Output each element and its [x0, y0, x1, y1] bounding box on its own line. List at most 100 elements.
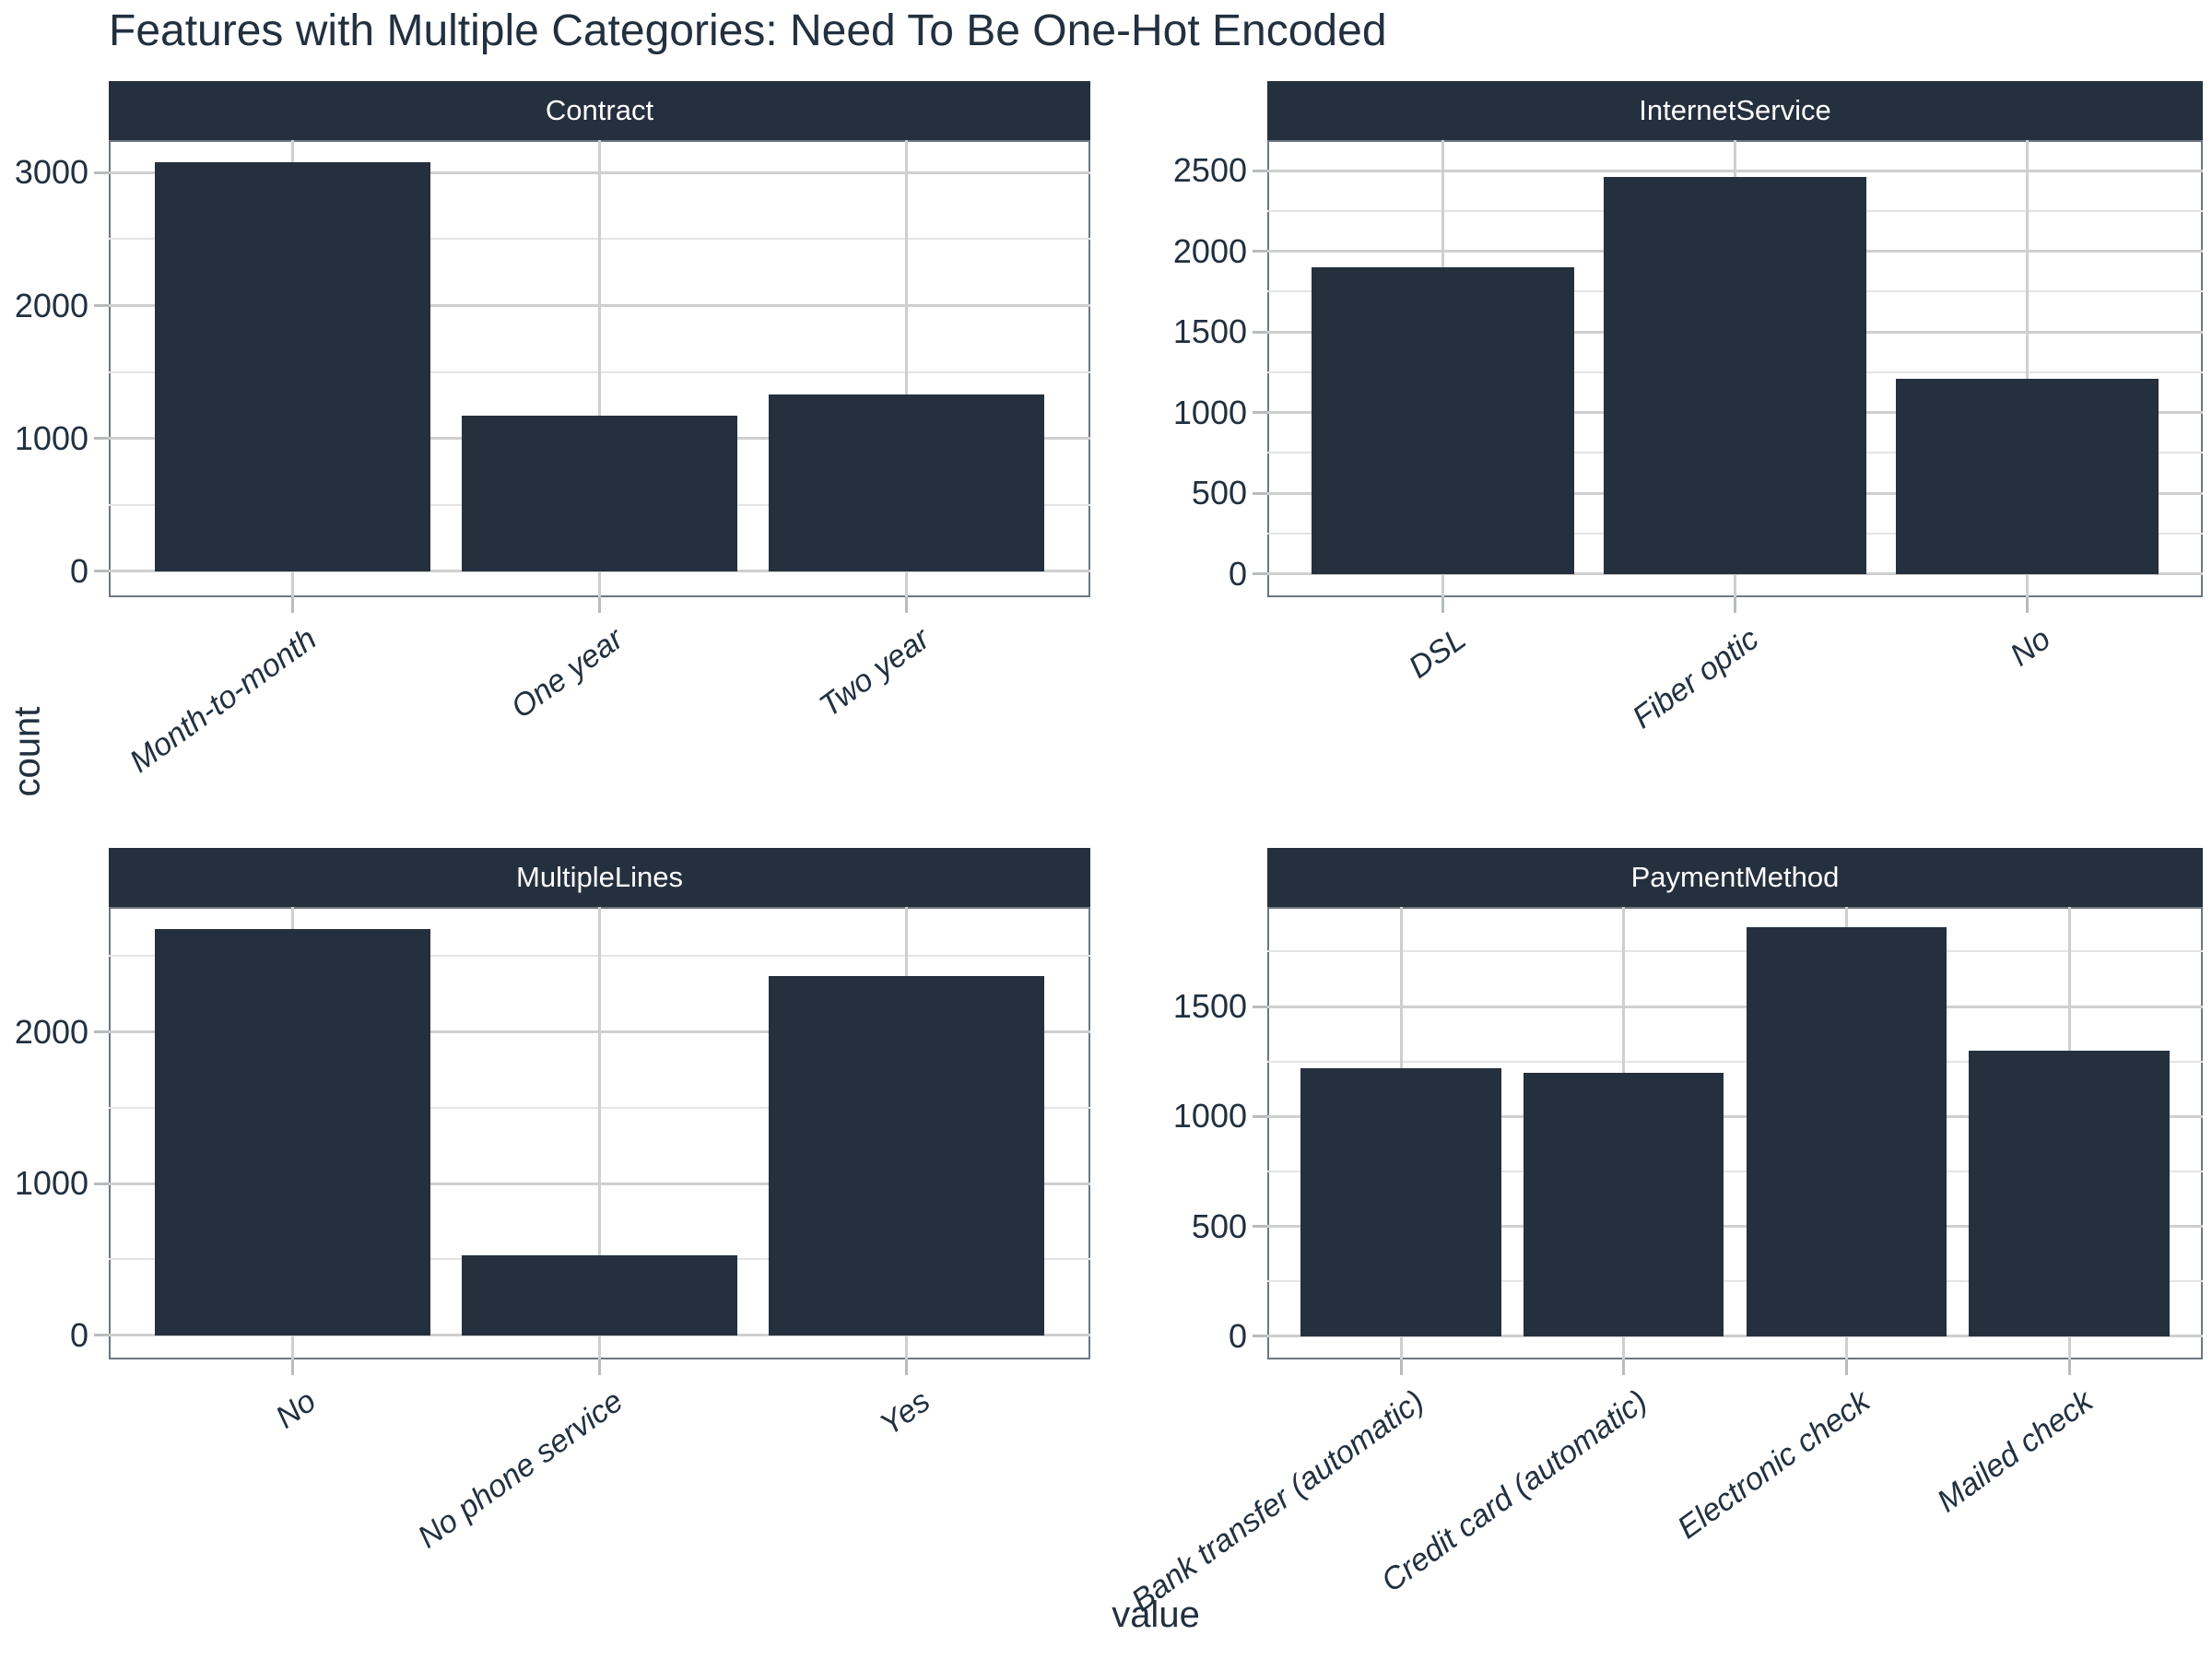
- plot-area: [109, 140, 1090, 597]
- y-tick-mark: [94, 437, 109, 441]
- bar-one-year: [461, 416, 738, 571]
- facet-panel-paymentmethod: PaymentMethod 0 500 1000 1500 Bank transfer (…: [1125, 848, 2203, 1618]
- y-tick-mark: [1253, 411, 1267, 415]
- y-tick-label: 500: [1191, 1206, 1247, 1245]
- y-tick-mark: [1253, 1225, 1267, 1229]
- bar-no: [1895, 378, 2159, 574]
- x-tick-mark: [904, 1359, 908, 1375]
- bar-two-year: [768, 394, 1045, 571]
- y-tick-label: 1000: [1172, 393, 1247, 431]
- y-tick-mark: [1253, 1005, 1267, 1008]
- x-tick-label: Electronic check: [1671, 1383, 1877, 1547]
- y-tick-label: 0: [69, 551, 88, 590]
- gridline-major: [1267, 1005, 2203, 1008]
- x-tick-label: No: [2004, 621, 2058, 674]
- facet-strip-title: Contract: [545, 94, 654, 126]
- y-tick-mark: [94, 1182, 109, 1185]
- bar-bank-transfer-automatic-: [1300, 1067, 1501, 1336]
- gridline-major: [1267, 1225, 2203, 1229]
- plot-area: [1267, 140, 2203, 597]
- y-tick-label: 0: [1228, 554, 1247, 593]
- x-tick-label: Fiber optic: [1626, 621, 1765, 736]
- x-tick-mark: [2026, 597, 2030, 613]
- bar-dsl: [1311, 267, 1575, 574]
- bar-credit-card-automatic-: [1523, 1072, 1724, 1336]
- y-tick-label: 500: [1191, 474, 1247, 512]
- x-tick-mark: [291, 597, 295, 613]
- y-tick-label: 1500: [1172, 987, 1247, 1026]
- facet-strip-title: PaymentMethod: [1630, 861, 1840, 893]
- facet-strip: InternetService: [1267, 81, 2203, 140]
- facet-strip: PaymentMethod: [1267, 848, 2203, 907]
- x-tick-label: One year: [504, 621, 629, 725]
- gridline-minor: [1267, 1280, 2203, 1283]
- gridline-minor: [1267, 950, 2203, 953]
- y-tick-label: 2000: [14, 1012, 88, 1051]
- gridline-vertical: [904, 140, 908, 597]
- x-tick-mark: [1734, 597, 1736, 613]
- y-tick-label: 3000: [14, 153, 88, 192]
- gridline-vertical: [598, 907, 601, 1359]
- x-tick-mark: [2067, 1359, 2071, 1375]
- y-tick-mark: [94, 1334, 109, 1337]
- gridline-major: [1267, 1335, 2203, 1338]
- facet-strip: Contract: [109, 81, 1090, 140]
- bar-no-phone-service: [461, 1254, 738, 1335]
- x-tick-mark: [291, 1359, 295, 1375]
- y-tick-label: 2500: [1172, 151, 1247, 190]
- y-tick-label: 1000: [1172, 1097, 1247, 1135]
- x-tick-mark: [1844, 1359, 1848, 1375]
- y-tick-label: 0: [1228, 1316, 1247, 1355]
- x-tick-label: Mailed check: [1930, 1383, 2100, 1520]
- x-tick-label: DSL: [1402, 621, 1473, 686]
- plot-area: [1267, 907, 2203, 1359]
- facet-panel-multiplelines: MultipleLines 0 1000 2000 No No phone service…: [15, 848, 1090, 1555]
- x-tick-mark: [1399, 1359, 1403, 1375]
- facet-panel-internetservice: InternetService 0 500 1000 1500 2000 2500 DSL Fi…: [1173, 81, 2203, 735]
- y-tick-mark: [94, 171, 109, 174]
- y-tick-label: 1500: [1172, 312, 1247, 351]
- facet-strip-title: MultipleLines: [516, 861, 683, 893]
- y-tick-label: 1000: [14, 418, 88, 457]
- y-tick-label: 2000: [14, 286, 88, 324]
- bar-fiber-optic: [1603, 177, 1867, 574]
- y-tick-mark: [1253, 1114, 1267, 1118]
- y-tick-mark: [1253, 572, 1267, 576]
- x-tick-label: No phone service: [411, 1383, 629, 1556]
- y-axis-title: count: [6, 706, 48, 797]
- bar-month-to-month: [154, 161, 431, 571]
- y-tick-label: 0: [69, 1315, 88, 1354]
- y-tick-mark: [1253, 250, 1267, 253]
- gridline-minor: [1267, 1171, 2203, 1172]
- x-tick-mark: [1441, 597, 1444, 613]
- bar-mailed-check: [1969, 1050, 2170, 1336]
- x-tick-mark: [598, 1359, 601, 1375]
- y-tick-mark: [94, 304, 109, 307]
- facet-panel-contract: Contract 0 1000 2000 3000 Month-to-month One y…: [15, 81, 1090, 780]
- x-tick-mark: [598, 597, 601, 613]
- x-tick-label: No: [269, 1383, 324, 1436]
- bar-electronic-check: [1746, 927, 1947, 1336]
- gridline-minor: [1267, 1060, 2203, 1063]
- bar-yes: [768, 975, 1045, 1335]
- x-tick-mark: [1622, 1359, 1626, 1375]
- y-tick-mark: [1253, 491, 1267, 495]
- y-tick-mark: [1253, 330, 1267, 334]
- y-tick-mark: [1253, 169, 1267, 172]
- bar-no: [154, 928, 431, 1335]
- x-tick-label: Yes: [873, 1383, 936, 1443]
- y-tick-label: 2000: [1172, 231, 1247, 270]
- y-tick-label: 1000: [14, 1164, 88, 1203]
- facet-strip: MultipleLines: [109, 848, 1090, 907]
- gridline-vertical: [2026, 140, 2030, 597]
- y-tick-mark: [94, 1030, 109, 1034]
- y-tick-mark: [1253, 1335, 1267, 1338]
- x-tick-label: Two year: [813, 621, 936, 724]
- gridline-vertical: [598, 140, 601, 597]
- x-axis-title: value: [1112, 1594, 1200, 1635]
- gridline-major: [1267, 1114, 2203, 1118]
- facet-strip-title: InternetService: [1639, 94, 1831, 126]
- chart-title: Features with Multiple Categories: Need …: [109, 6, 1387, 55]
- x-tick-label: Month-to-month: [123, 621, 324, 780]
